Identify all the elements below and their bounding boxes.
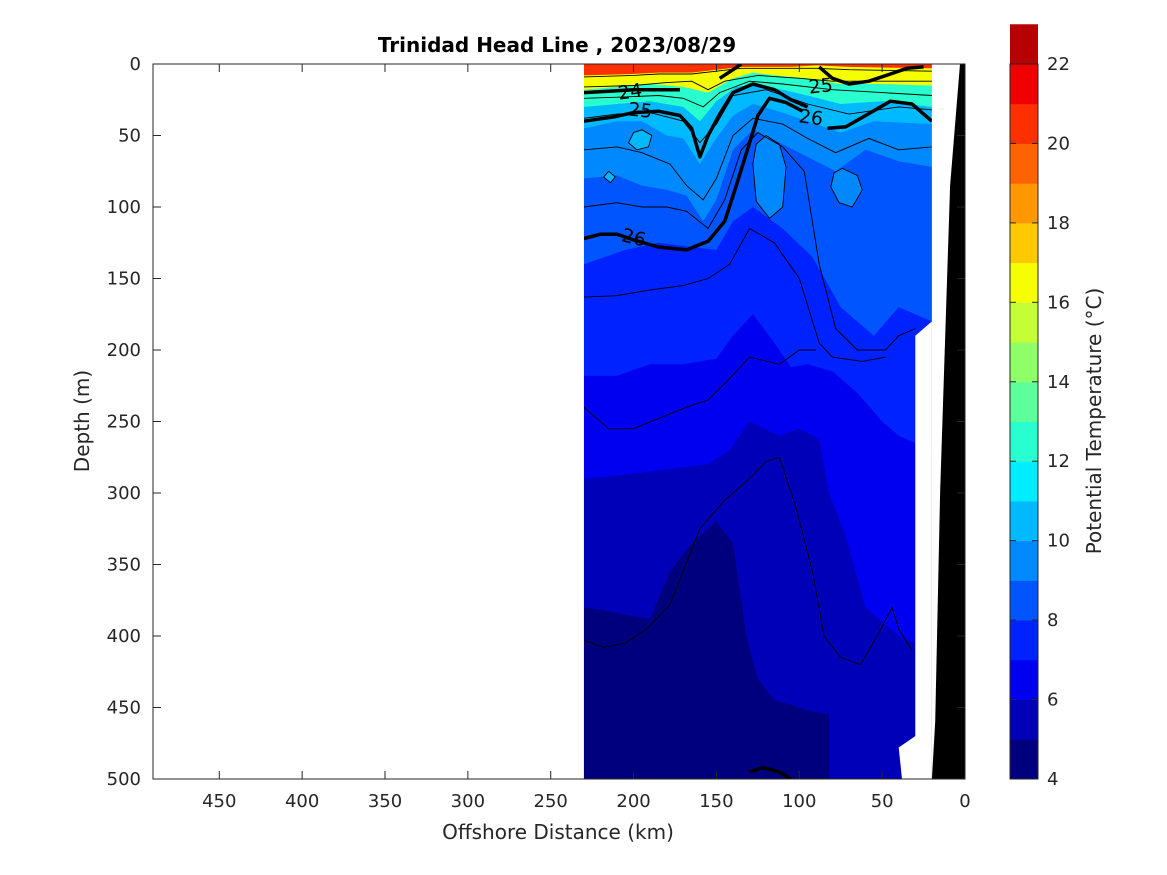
x-axis-label: Offshore Distance (km) xyxy=(442,820,674,844)
colorbar-swatch xyxy=(1010,24,1038,65)
temperature-bands xyxy=(583,64,932,779)
colorbar-swatch xyxy=(1010,580,1038,621)
temperature-patch xyxy=(752,135,786,219)
density-contour-line xyxy=(818,65,924,86)
colorbar-tick-label: 8 xyxy=(1047,610,1058,631)
colorbar: 4 6 8 10 12 14 16 18 20 22 xyxy=(1009,24,1070,790)
colorbar-tick-label: 12 xyxy=(1047,451,1070,472)
colorbar-tick-label: 16 xyxy=(1047,292,1070,313)
colorbar-tick-label: 18 xyxy=(1047,213,1070,234)
temperature-patch xyxy=(583,747,611,779)
colorbar-swatch xyxy=(1010,183,1038,224)
colorbar-swatch xyxy=(1010,421,1038,462)
colorbar-tick-label: 4 xyxy=(1047,769,1058,790)
temperature-patch xyxy=(830,168,863,207)
colorbar-swatch xyxy=(1010,461,1038,502)
bathymetry xyxy=(931,64,965,779)
x-tick-label: 100 xyxy=(782,791,816,812)
colorbar-swatch xyxy=(1010,381,1038,422)
colorbar-swatch xyxy=(1010,302,1038,343)
colorbar-frame xyxy=(1009,63,1039,780)
y-tick-label: 200 xyxy=(107,340,141,361)
colorbar-swatch xyxy=(1010,143,1038,184)
colorbar-swatch xyxy=(1010,659,1038,701)
y-tick-label: 350 xyxy=(107,555,141,576)
density-contour-line xyxy=(749,765,792,779)
isotherm-line xyxy=(583,74,932,91)
colorbar-swatch xyxy=(1010,620,1038,661)
x-tick-label: 200 xyxy=(616,791,650,812)
contour-label: 26 xyxy=(797,105,824,130)
y-tick-label: 100 xyxy=(107,197,141,218)
isotherm-loop xyxy=(830,167,863,208)
x-tick-label: 250 xyxy=(534,791,568,812)
x-tick-label: 150 xyxy=(699,791,733,812)
temperature-band-4-5 xyxy=(583,521,932,779)
colorbar-swatch xyxy=(1010,222,1038,264)
colorbar-swatch xyxy=(1010,500,1038,542)
colorbar-swatch xyxy=(1010,342,1038,383)
contour-label: 25 xyxy=(808,74,834,98)
density-contour-line xyxy=(583,82,809,159)
isotherm-line xyxy=(583,80,932,108)
temperature-patch xyxy=(628,129,652,150)
isotherm-line xyxy=(583,349,816,430)
x-tick-label: 350 xyxy=(368,791,402,812)
no-data-area xyxy=(153,64,584,779)
nearshore-blank xyxy=(898,321,932,779)
y-tick-label: 150 xyxy=(107,269,141,290)
isotherm-line xyxy=(583,132,916,351)
y-tick-label: 0 xyxy=(130,54,141,75)
colorbar-swatch xyxy=(1010,699,1038,740)
y-axis-ticks: 0 50 100 150 200 250 300 350 400 450 500 xyxy=(107,54,965,790)
colorbar-swatch xyxy=(1010,540,1038,581)
density-contour-line xyxy=(827,99,934,131)
colorbar-label: Potential Temperature (°C) xyxy=(1082,288,1106,555)
isotherm-loop xyxy=(628,129,653,151)
isotherm-loop xyxy=(752,135,787,220)
colorbar-swatch xyxy=(1010,262,1038,303)
x-tick-label: 50 xyxy=(871,791,894,812)
x-tick-label: 450 xyxy=(202,791,236,812)
y-tick-label: 250 xyxy=(107,412,141,433)
y-tick-label: 400 xyxy=(107,626,141,647)
bathymetry-mask xyxy=(153,64,965,779)
y-tick-label: 50 xyxy=(118,126,141,147)
x-tick-label: 300 xyxy=(451,791,485,812)
y-tick-label: 300 xyxy=(107,483,141,504)
colorbar-tick-label: 14 xyxy=(1047,372,1070,393)
colorbar-swatch xyxy=(1010,103,1038,144)
colorbar-tick-label: 10 xyxy=(1047,531,1070,552)
isotherm-line xyxy=(583,456,913,666)
colorbar-swatch xyxy=(1010,739,1038,780)
x-tick-label: 0 xyxy=(959,791,970,812)
density-contour-line xyxy=(583,87,680,95)
density-contour-lines xyxy=(583,64,934,779)
y-tick-label: 450 xyxy=(107,698,141,719)
isotherm-loop xyxy=(603,170,616,184)
colorbar-tick-label: 20 xyxy=(1047,133,1070,154)
density-contour-line xyxy=(583,96,804,252)
colorbar-swatch xyxy=(1010,64,1038,105)
y-axis-label: Depth (m) xyxy=(70,370,94,472)
x-axis-ticks: 450 400 350 300 250 200 150 100 50 0 xyxy=(202,64,971,812)
contour-label: 25 xyxy=(627,98,653,122)
isotherm-line xyxy=(583,117,932,201)
chart-title: Trinidad Head Line , 2023/08/29 xyxy=(378,33,736,57)
contour-label: 24 xyxy=(617,80,644,105)
y-tick-label: 500 xyxy=(107,769,141,790)
isotherm-line xyxy=(583,227,886,362)
density-contour-line xyxy=(718,64,743,80)
colorbar-tick-label: 6 xyxy=(1047,690,1058,711)
x-tick-label: 400 xyxy=(285,791,319,812)
colorbar-tick-label: 22 xyxy=(1047,54,1070,75)
